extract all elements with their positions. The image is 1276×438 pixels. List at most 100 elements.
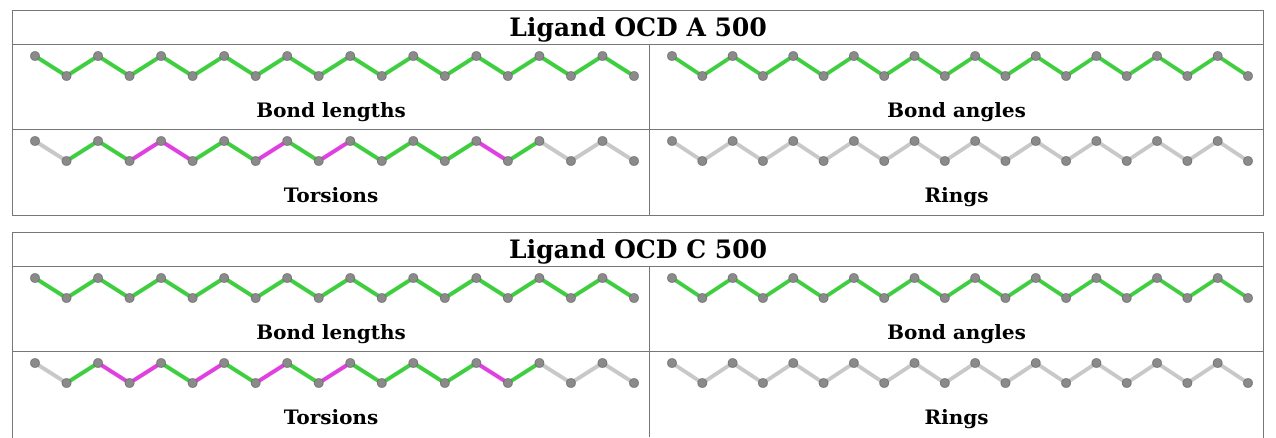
bond [1124,276,1160,300]
bond [285,139,321,163]
bond [442,54,479,78]
bond [379,276,416,300]
atom [124,293,135,303]
bond [1094,54,1129,78]
bond [253,276,290,300]
atom [1030,136,1041,146]
bond [600,139,636,163]
bond [411,139,447,163]
bond [379,54,416,78]
atom [345,273,356,283]
atom [566,71,576,81]
cell-label: Torsions [283,405,379,429]
atom [187,156,198,166]
bond [670,361,705,385]
atom [1000,156,1011,166]
bond [127,54,164,78]
atom [502,378,513,388]
cell-torsions: Torsions [13,352,650,437]
atom [534,358,545,368]
atom [1152,273,1162,283]
cell-label: Torsions [283,183,379,207]
bond [64,276,101,300]
atom [970,136,981,146]
panel-ligand-ocd-a-500: Ligand OCD A 500 Bond lengths Bond angle… [12,10,1264,216]
bond [159,276,195,300]
cell-bond-lengths: Bond lengths [13,45,650,130]
bond [379,361,416,385]
bond [670,54,705,78]
atom [629,293,639,303]
bond [1215,361,1250,385]
atom [313,71,324,81]
cell-label: Bond lengths [256,98,406,122]
bond [1094,139,1129,163]
cell-rings: Rings [650,130,1263,215]
molecule-chain [667,273,1253,303]
bond [316,54,353,78]
atom [727,358,738,368]
cell-label: Rings [924,405,989,429]
atom [61,71,72,81]
bond [791,361,826,385]
bond [222,361,258,385]
atom [970,358,981,368]
atom [818,378,829,388]
atom [471,51,482,61]
atom [345,358,356,368]
bond [285,276,321,300]
atom [439,156,450,166]
atom [502,293,513,303]
atom [879,71,890,81]
atom [30,273,40,283]
bond [942,361,978,385]
atom [1243,156,1253,166]
atom [156,136,167,146]
bond [505,54,542,78]
bond [127,139,164,163]
bond [537,276,573,300]
bond [791,276,826,300]
atom [1243,71,1253,81]
atom [313,156,324,166]
cell-rings: Rings [650,352,1263,437]
bond [33,54,69,78]
bond [190,54,227,78]
atom [187,71,198,81]
cell-label: Bond lengths [256,320,406,344]
bond [222,276,258,300]
atom [313,293,324,303]
atom [818,293,829,303]
bond [760,139,796,163]
atom [667,51,677,61]
atom [848,51,859,61]
bond [253,361,290,385]
bond [1124,54,1160,78]
atom [219,273,230,283]
atom [124,378,135,388]
atom [345,136,356,146]
bond [505,276,542,300]
atom [187,293,198,303]
bond [96,276,132,300]
atom [848,273,859,283]
atom [471,136,482,146]
atom [818,71,829,81]
atom [909,358,920,368]
bond [973,361,1008,385]
bond [1064,276,1099,300]
bond [1185,139,1220,163]
atom [1061,71,1072,81]
atom [788,273,799,283]
bond [791,54,826,78]
bond [33,139,69,163]
atom [250,71,261,81]
atom [439,71,450,81]
atom [408,51,419,61]
bond [912,139,947,163]
atom [939,156,950,166]
atom [818,156,829,166]
bond [348,361,384,385]
atom [1212,51,1223,61]
atom [376,156,387,166]
